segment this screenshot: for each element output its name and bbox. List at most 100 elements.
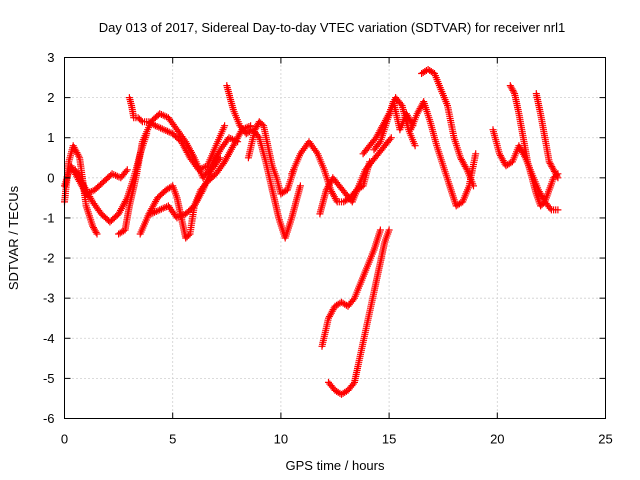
data-point — [151, 122, 159, 130]
series-track-t — [532, 90, 562, 182]
series-track-b — [61, 142, 101, 238]
data-point — [162, 127, 170, 134]
data-point — [550, 166, 558, 174]
series-track-f — [136, 122, 255, 242]
y-tick-label: 0 — [47, 170, 54, 185]
data-point — [175, 213, 183, 221]
data-point — [93, 230, 101, 238]
data-point — [152, 208, 160, 215]
plot-frame — [64, 57, 606, 419]
data-point — [554, 174, 562, 182]
series-track-d — [115, 110, 242, 238]
x-tick-label: 25 — [598, 432, 612, 447]
data-point — [198, 188, 206, 196]
y-tick-label: 2 — [47, 90, 54, 105]
data-point — [554, 206, 562, 214]
data-point — [90, 225, 98, 233]
y-tick-label: -3 — [43, 291, 55, 306]
data-point — [546, 159, 554, 167]
data-point — [159, 204, 167, 212]
data-point — [547, 161, 555, 169]
y-tick-label: -1 — [43, 210, 55, 225]
y-tick-label: 1 — [47, 130, 54, 145]
data-point — [508, 85, 516, 93]
data-point — [506, 82, 514, 90]
data-point — [553, 172, 561, 180]
data-point — [75, 152, 83, 160]
data-point — [161, 112, 169, 120]
data-point — [137, 116, 145, 124]
x-tick-label: 0 — [61, 432, 68, 447]
data-point — [252, 124, 260, 132]
data-point — [177, 212, 184, 220]
data-point — [215, 156, 223, 163]
data-point — [332, 196, 340, 204]
data-point — [108, 170, 116, 178]
x-tick-label: 15 — [382, 432, 396, 447]
data-point — [156, 206, 164, 214]
data-point — [376, 226, 384, 234]
data-point — [158, 125, 166, 133]
data-point — [221, 122, 229, 130]
data-point — [200, 163, 208, 171]
data-point — [147, 210, 155, 218]
data-point — [157, 124, 165, 132]
series-track-n — [318, 226, 384, 350]
data-point — [386, 135, 394, 143]
data-point — [349, 380, 357, 388]
data-point — [349, 296, 357, 304]
series-track-q — [407, 98, 480, 210]
series-track-s — [506, 82, 562, 210]
data-point — [472, 150, 480, 158]
data-point — [154, 207, 162, 215]
data-point — [149, 209, 157, 217]
y-axis-label: SDTVAR / TECUs — [6, 185, 21, 290]
data-point — [227, 135, 235, 142]
data-point — [253, 123, 261, 130]
data-point — [387, 134, 395, 142]
data-point — [156, 110, 164, 118]
data-point — [375, 139, 383, 147]
data-point — [509, 86, 517, 94]
y-tick-label: -6 — [43, 411, 55, 426]
data-point — [164, 127, 171, 135]
y-tick-label: -2 — [43, 251, 55, 266]
x-tick-label: 20 — [490, 432, 504, 447]
data-point — [159, 111, 167, 119]
data-point — [155, 123, 163, 131]
series-track-p — [418, 66, 477, 190]
series-track-h — [223, 82, 304, 242]
data-point — [92, 228, 100, 236]
data-point — [397, 100, 405, 108]
y-tick-label: -4 — [43, 331, 55, 346]
data-point — [552, 171, 560, 179]
series-track-g — [147, 154, 224, 222]
data-point — [411, 142, 419, 150]
x-axis: 0 5 10 15 20 25 — [61, 57, 613, 447]
data-point — [296, 182, 304, 190]
series-track-k — [316, 134, 395, 218]
data-point — [462, 164, 470, 172]
y-tick-label: -5 — [43, 371, 55, 386]
data-point — [549, 164, 557, 172]
data-point — [90, 224, 97, 232]
x-tick-label: 5 — [169, 432, 176, 447]
data-point — [122, 167, 130, 175]
x-axis-label: GPS time / hours — [286, 458, 385, 473]
x-tick-label: 10 — [274, 432, 288, 447]
y-axis: 3 2 1 0 -1 -2 -3 -4 -5 -6 — [43, 50, 606, 426]
data-point — [551, 169, 559, 177]
data-point — [195, 166, 203, 174]
data-point — [225, 134, 233, 142]
data-point — [112, 171, 120, 179]
series-track-e — [125, 94, 229, 174]
grid — [64, 57, 606, 419]
data-point — [123, 166, 131, 174]
plot-marks — [61, 66, 562, 398]
chart-title: Day 013 of 2017, Sidereal Day-to-day VTE… — [99, 20, 566, 35]
data-point — [216, 154, 224, 162]
data-point — [546, 204, 554, 212]
y-tick-label: 3 — [47, 50, 54, 65]
data-point — [196, 165, 204, 173]
